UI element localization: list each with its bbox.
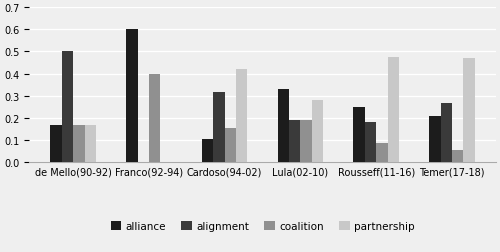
Bar	[354, 107, 365, 162]
Bar	[73, 126, 85, 162]
Bar	[365, 123, 376, 162]
Bar	[388, 58, 399, 162]
Bar	[464, 59, 474, 162]
Bar	[84, 126, 96, 162]
Bar	[126, 30, 138, 162]
Bar	[312, 101, 323, 162]
Bar	[62, 52, 73, 162]
Bar	[440, 104, 452, 162]
Bar	[289, 120, 300, 162]
Bar	[236, 70, 248, 162]
Bar	[429, 116, 440, 162]
Bar	[278, 90, 289, 162]
Bar	[300, 120, 312, 162]
Bar	[376, 144, 388, 162]
Bar	[224, 128, 236, 162]
Bar	[202, 139, 213, 162]
Bar	[214, 93, 224, 162]
Bar	[149, 74, 160, 162]
Bar	[50, 126, 62, 162]
Legend: alliance, alignment, coalition, partnership: alliance, alignment, coalition, partners…	[106, 217, 418, 235]
Bar	[452, 150, 464, 162]
